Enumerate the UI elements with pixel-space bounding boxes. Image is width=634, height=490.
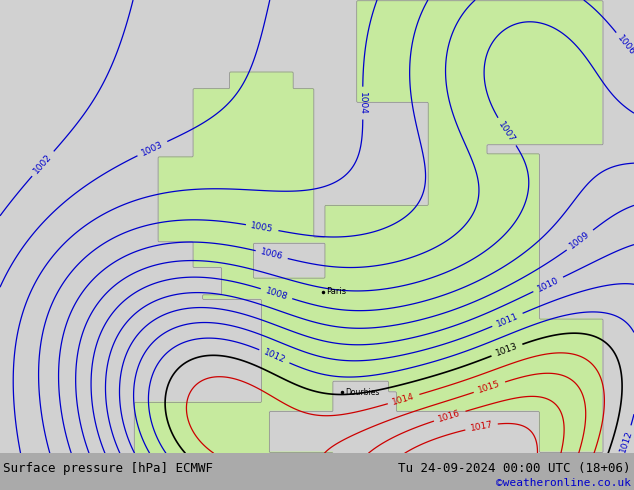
Text: 1007: 1007	[497, 120, 517, 144]
Text: 1017: 1017	[469, 420, 494, 433]
Text: Dourbies: Dourbies	[346, 388, 380, 397]
Text: ©weatheronline.co.uk: ©weatheronline.co.uk	[496, 478, 631, 488]
Text: 1015: 1015	[477, 379, 501, 395]
Text: 1011: 1011	[495, 311, 520, 328]
Text: 1002: 1002	[32, 152, 54, 175]
Text: 1005: 1005	[250, 221, 275, 234]
Text: 1004: 1004	[358, 92, 367, 115]
Text: 1014: 1014	[391, 392, 416, 407]
Text: Surface pressure [hPa] ECMWF: Surface pressure [hPa] ECMWF	[3, 463, 213, 475]
Text: 1010: 1010	[536, 275, 560, 294]
Text: Tu 24-09-2024 00:00 UTC (18+06): Tu 24-09-2024 00:00 UTC (18+06)	[398, 463, 631, 475]
Text: 1009: 1009	[568, 230, 592, 251]
Text: 1012: 1012	[618, 429, 634, 453]
Text: 1012: 1012	[262, 347, 287, 365]
Text: 1013: 1013	[495, 342, 519, 358]
Text: 1016: 1016	[437, 408, 462, 424]
Text: 1003: 1003	[140, 140, 165, 158]
Text: 1008: 1008	[264, 286, 289, 301]
Text: 1006: 1006	[616, 34, 634, 57]
Text: 1006: 1006	[259, 247, 284, 262]
Text: Paris: Paris	[327, 287, 347, 296]
